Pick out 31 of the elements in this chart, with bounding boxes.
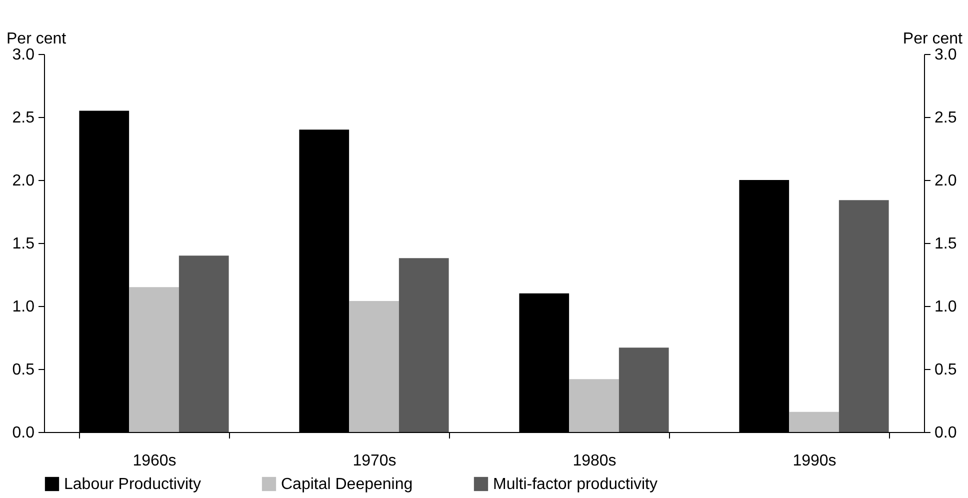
y2-tick-label: 0.0 — [934, 424, 957, 442]
bar — [618, 348, 669, 432]
bar — [789, 412, 839, 432]
bar — [838, 200, 889, 432]
y2-tick-label: 3.0 — [934, 46, 957, 64]
y-tick-label: 2.0 — [12, 172, 35, 190]
legend-label: Capital Deepening — [281, 476, 413, 493]
y-tick-label: 3.0 — [12, 46, 35, 64]
x-tick-label: 1980s — [572, 452, 616, 470]
y2-tick-label: 0.5 — [934, 362, 957, 378]
legend-label: Multi-factor productivity — [493, 476, 658, 493]
legend-label: Labour Productivity — [64, 476, 201, 493]
y-tick-label: 1.0 — [12, 298, 35, 316]
bar — [398, 258, 449, 432]
y-tick-label: 1.5 — [12, 236, 35, 252]
y2-axis-title: Per cent — [902, 30, 964, 48]
bar — [129, 287, 179, 432]
y2-tick-label: 1.0 — [934, 298, 957, 316]
x-tick-label: 1970s — [352, 452, 396, 470]
x-tick-label: 1990s — [792, 452, 836, 470]
bar — [569, 379, 619, 432]
y2-tick-label: 2.0 — [934, 172, 957, 190]
y-tick-label: 0.0 — [12, 424, 35, 442]
y-axis-title: Per cent — [6, 30, 67, 48]
y2-tick-label: 1.5 — [934, 236, 957, 252]
bar — [178, 256, 229, 432]
y2-tick-label: 2.5 — [934, 110, 957, 126]
y-tick-label: 2.5 — [12, 110, 35, 126]
x-tick-label: 1960s — [132, 452, 176, 470]
bar — [349, 300, 399, 432]
y-tick-label: 0.5 — [12, 362, 35, 378]
